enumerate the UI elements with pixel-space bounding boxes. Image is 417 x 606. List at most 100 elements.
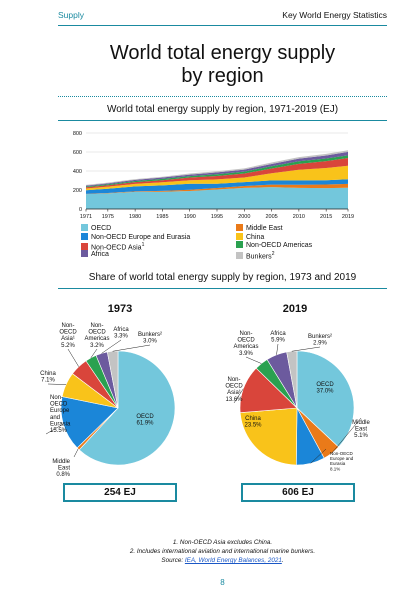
publication-title: Key World Energy Statistics <box>282 10 387 20</box>
pie-leader-line <box>73 448 79 458</box>
pie-label-china: China 23.5% <box>244 416 262 429</box>
legend-label: OECD <box>91 225 112 232</box>
pie-leader-line <box>291 346 321 352</box>
pie-label-oecd: OECD 37.0% <box>316 382 334 395</box>
legend-label: Non-OECD Asia <box>91 244 142 252</box>
x-tick-label: 2015 <box>320 214 332 220</box>
pie-chart-rule <box>58 288 387 289</box>
y-tick-label: 400 <box>73 169 82 175</box>
y-tick-label: 600 <box>73 150 82 156</box>
source-link[interactable]: IEA, World Energy Balances, 2021 <box>184 557 282 564</box>
section-label: Supply <box>58 10 84 20</box>
pie-label-non-oecd-asia: Non-OECD Asia¹ 5.2% <box>59 323 77 349</box>
pie-year-2019: 2019 <box>282 303 308 315</box>
x-tick-label: 1985 <box>156 214 168 220</box>
x-tick-label: 1975 <box>102 214 114 220</box>
pie-leader-line <box>90 348 98 359</box>
pie-leader-line <box>45 423 64 435</box>
pie-leader-line <box>276 343 279 355</box>
x-tick-label: 2000 <box>238 214 250 220</box>
area-series-non-oecd-americas <box>86 155 348 188</box>
pie-leader-line <box>245 356 262 364</box>
pie-slice-oecd <box>296 350 355 448</box>
legend-item-oecd: OECD <box>81 224 111 233</box>
area-chart: 0 200 400 600 800 1971 1975 1980 1985 1990 1995 200… <box>73 131 354 220</box>
legend-footnote-mark: 1 <box>141 242 145 248</box>
pie-leader-line <box>331 417 362 454</box>
legend-label: Africa <box>91 250 109 258</box>
x-tick-label: 2005 <box>265 214 277 220</box>
pie-leader-line <box>47 383 67 385</box>
pie-slice-non-oecd-europe-and-eurasia <box>60 396 119 449</box>
pie-1973: OECD 61.9% Middle East 0.8% Non-OECD Europe and… <box>40 323 176 478</box>
pie-label-bunkers: Bunkers² 2.9% <box>308 334 332 347</box>
x-tick-label: 1971 <box>80 214 92 220</box>
x-tick-label: 1990 <box>184 214 196 220</box>
pie-leader-line <box>112 344 151 352</box>
area-series-middle-east <box>86 183 348 195</box>
pie-chart-title: Share of world total energy supply by re… <box>88 272 357 283</box>
pie-year-1973: 1973 <box>107 303 133 315</box>
area-series-africa <box>86 151 348 187</box>
legend-label: Bunkers <box>246 252 272 260</box>
pie-slice-bunkers <box>106 350 119 409</box>
y-tick-label: 0 <box>79 207 82 213</box>
pie-label-non-oecd-americas: Non-OECD Americas 3.9% <box>233 331 258 357</box>
area-series-oecd <box>86 187 348 209</box>
legend-swatch <box>81 243 88 251</box>
pie-2019: OECD 37.0% Middle East 5.1% Non-OECD Europe an… <box>225 331 370 471</box>
legend-label: Middle East <box>246 225 283 232</box>
legend-label: China <box>246 233 265 241</box>
x-tick-label: 2010 <box>293 214 305 220</box>
source-prefix: Source: <box>161 557 185 564</box>
title-divider <box>58 96 387 97</box>
legend-swatch <box>236 251 243 259</box>
page-number: 8 <box>220 578 225 587</box>
pie-label-oecd: OECD 61.9% <box>136 414 154 427</box>
area-chart-title: World total energy supply by region, 197… <box>106 104 339 115</box>
pie-label-non-oecd-americas: Non-OECD Americas 3.2% <box>84 323 109 349</box>
total-1973-box: 254 EJ <box>63 483 177 502</box>
x-tick-label: 2019 <box>342 214 354 220</box>
pie-label-china: China 7.1% <box>40 371 56 384</box>
legend-swatch <box>236 224 243 231</box>
source-line: Source: IEA, World Energy Balances, 2021… <box>58 557 387 564</box>
legend-item-china: China <box>236 232 265 242</box>
x-tick-label: 1995 <box>211 214 223 220</box>
legend-item-africa: Africa <box>81 249 109 259</box>
header-rule <box>58 25 387 26</box>
legend-item-middle-east: Middle East <box>236 224 283 233</box>
legend-label: Non-OECD Americas <box>246 242 313 249</box>
legend-item-non-oecd-europe-and-eurasia: Non-OECD Europe and Eurasia <box>81 232 191 242</box>
legend-swatch <box>81 232 88 240</box>
pie-leader-line <box>310 448 327 464</box>
total-2019-box: 606 EJ <box>241 483 355 502</box>
pie-label-middle-east: Middle East 0.8% <box>52 459 70 478</box>
legend-item-non-oecd-asia: Non-OECD Asia1 <box>81 241 145 252</box>
legend-swatch <box>236 232 243 240</box>
page-title: World total energy supply by region <box>109 42 336 87</box>
pie-label-middle-east: Middle East 5.1% <box>352 420 370 439</box>
area-series-china <box>86 165 348 191</box>
pie-leader-line <box>233 388 244 404</box>
footnote-2: 2. Includes international aviation and i… <box>129 548 316 555</box>
source-suffix: . <box>281 557 284 564</box>
x-tick-label: 1980 <box>129 214 141 220</box>
y-tick-label: 200 <box>73 188 82 194</box>
legend-footnote-mark: 2 <box>271 250 275 257</box>
area-series-non-oecd-asia <box>86 157 348 189</box>
pie-charts: OECD 61.9% Middle East 0.8% Non-OECD Europe and… <box>40 323 370 478</box>
legend-swatch <box>81 224 88 231</box>
pie-label-africa: Africa 5.9% <box>270 331 286 344</box>
y-tick-label: 800 <box>73 131 82 137</box>
area-series-non-oecd-europe-and-eurasia <box>86 179 348 194</box>
pie-label-non-oecd-europe-and-eurasia: Non-OECD Europe and Eurasia 15.5% <box>50 395 71 434</box>
legend-label: Non-OECD Europe and Eurasia <box>91 233 191 241</box>
pie-slice-oecd <box>78 350 176 466</box>
area-chart-rule <box>58 120 387 121</box>
legend-swatch <box>81 249 88 257</box>
pie-label-non-oecd-asia: Non-OECD Asia¹ 13.6% <box>225 377 243 403</box>
legend-swatch <box>236 241 243 248</box>
pie-label-bunkers: Bunkers² 3.0% <box>138 332 162 345</box>
footnote-1: 1. Non-OECD Asia excludes China. <box>172 539 273 546</box>
